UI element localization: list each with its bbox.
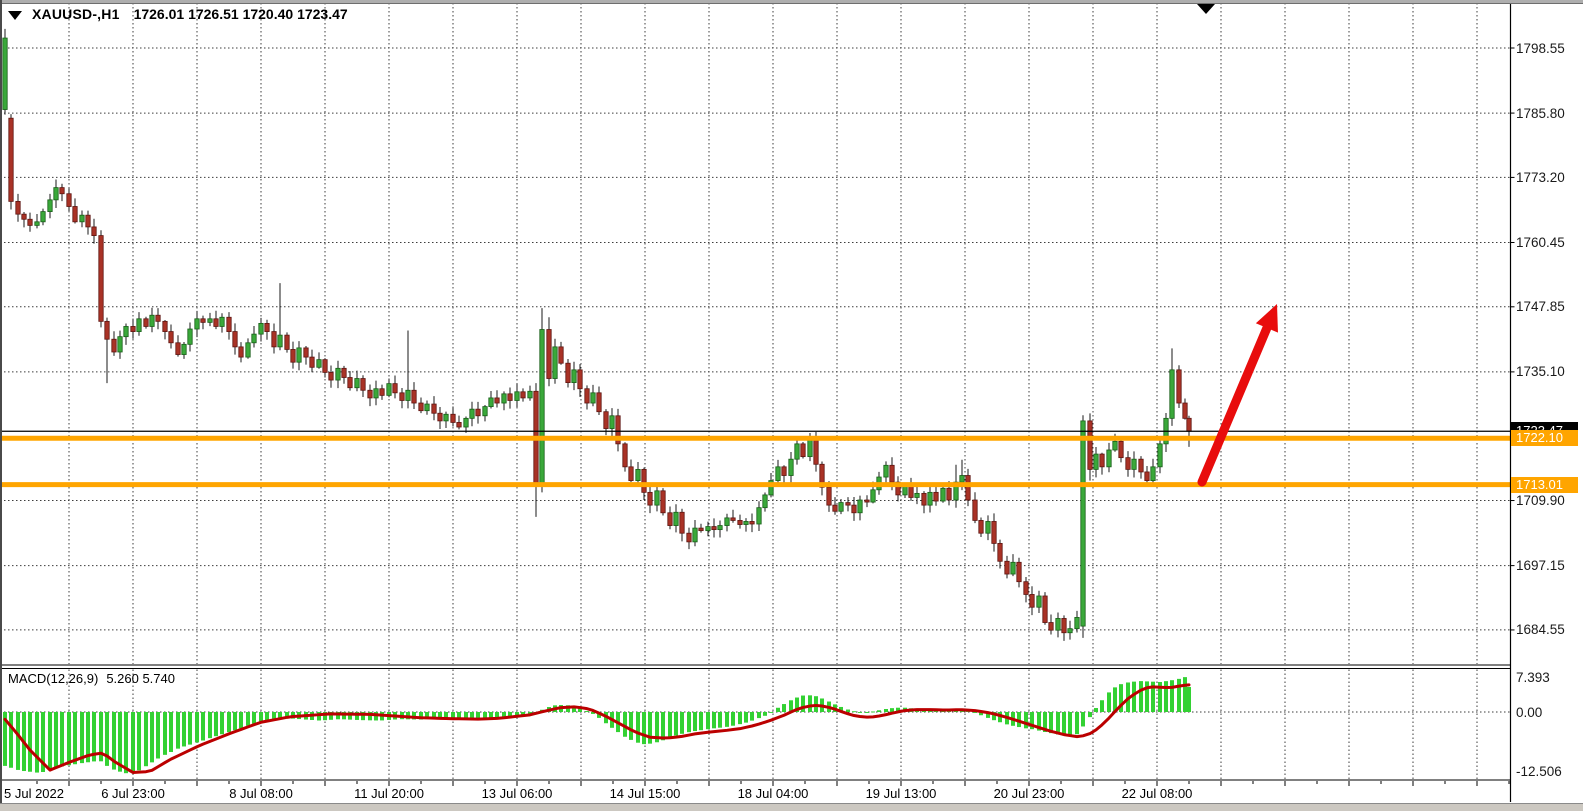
symbol-timeframe-label: XAUUSD-,H1: [32, 6, 120, 22]
price-tick-label: 1785.80: [1516, 105, 1565, 121]
price-tick-label: 1709.90: [1516, 493, 1565, 509]
time-tick-label: 19 Jul 13:00: [865, 786, 937, 801]
support-level-label[interactable]: 1713.01: [1511, 476, 1578, 493]
chart-shift-marker-icon[interactable]: [1197, 4, 1215, 14]
chart-title: XAUUSD-,H1 1726.01 1726.51 1720.40 1723.4…: [8, 6, 348, 24]
price-tick-label: 1684.55: [1516, 622, 1565, 638]
window-top-border: [0, 0, 1583, 4]
macd-tick-high: 7.393: [1516, 670, 1550, 685]
price-tick-label: 1773.20: [1516, 169, 1565, 185]
time-tick-label: 20 Jul 23:00: [993, 786, 1065, 801]
time-tick-label: 22 Jul 08:00: [1121, 786, 1193, 801]
macd-signal-line: [3, 683, 1191, 774]
time-tick-label: 11 Jul 20:00: [354, 786, 424, 801]
price-tick-label: 1735.10: [1516, 364, 1565, 380]
ohlc-values-label: 1726.01 1726.51 1720.40 1723.47: [133, 6, 348, 22]
trend-arrow[interactable]: [1197, 304, 1278, 487]
macd-indicator-label: MACD(12,26,9) 5.260 5.740: [8, 671, 175, 686]
time-tick-label: 14 Jul 15:00: [609, 786, 681, 801]
price-tick-label: 1697.15: [1516, 558, 1565, 574]
time-tick-label: 6 Jul 23:00: [101, 786, 165, 801]
time-tick-label: 13 Jul 06:00: [481, 786, 553, 801]
price-tick-label: 1747.85: [1516, 299, 1565, 315]
price-tick-label: 1798.55: [1516, 40, 1565, 56]
time-tick-label: 18 Jul 04:00: [737, 786, 809, 801]
macd-tick-zero: 0.00: [1516, 705, 1543, 720]
macd-values: 5.260 5.740: [106, 671, 175, 686]
resistance-level-label[interactable]: 1722.10: [1511, 430, 1578, 447]
window-bottom-border: [0, 803, 1583, 811]
time-tick-label: 5 Jul 2022: [4, 786, 64, 801]
window-left-border: [0, 0, 2, 803]
time-tick-label: 8 Jul 08:00: [229, 786, 293, 801]
price-tick-label: 1760.45: [1516, 234, 1565, 250]
macd-name: MACD(12,26,9): [8, 671, 99, 686]
symbol-dropdown-icon[interactable]: [8, 10, 22, 20]
macd-tick-low: -12.506: [1516, 764, 1562, 779]
